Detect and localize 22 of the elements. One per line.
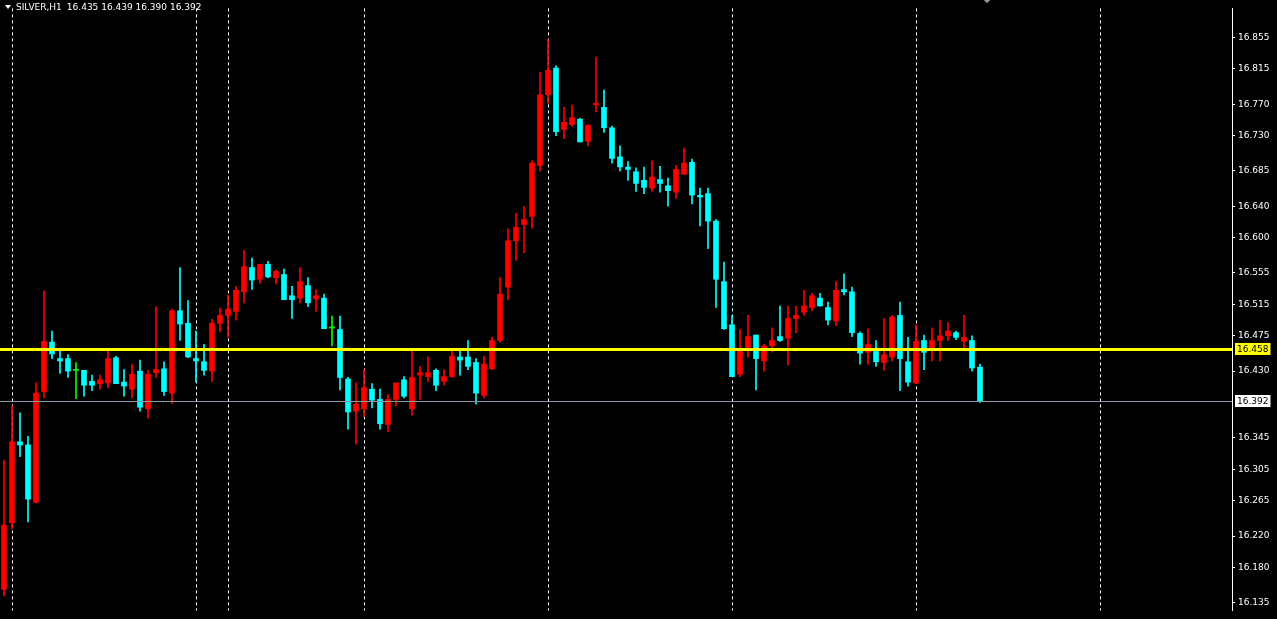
ref-line-label: 16.458 [1237,343,1269,354]
y-tick-label: 16.730 [1238,129,1270,140]
y-tick-label: 16.855 [1238,31,1270,42]
y-tick-label: 16.770 [1238,98,1270,109]
y-tick-label: 16.600 [1238,232,1270,242]
y-tick-label: 16.815 [1238,63,1270,74]
chart-subtitle: 16.435 16.439 16.390 16.392 [66,2,202,12]
y-tick-label: 16.345 [1238,432,1270,443]
y-tick-label: 16.640 [1238,200,1270,211]
chart-title: SILVER,H1 [16,2,62,12]
y-tick-label: 16.685 [1238,165,1270,176]
candlestick [577,117,583,143]
y-tick-label: 16.475 [1238,330,1270,341]
y-tick-label: 16.555 [1238,267,1270,278]
y-tick-label: 16.180 [1238,561,1270,572]
y-tick-label: 16.265 [1238,495,1270,506]
y-tick-label: 16.305 [1238,463,1270,474]
y-tick-label: 16.135 [1238,597,1270,608]
y-tick-label: 16.430 [1238,365,1270,376]
ref-line-label: 16.392 [1237,395,1269,406]
y-tick-label: 16.515 [1238,298,1270,309]
y-tick-label: 16.220 [1238,530,1270,541]
